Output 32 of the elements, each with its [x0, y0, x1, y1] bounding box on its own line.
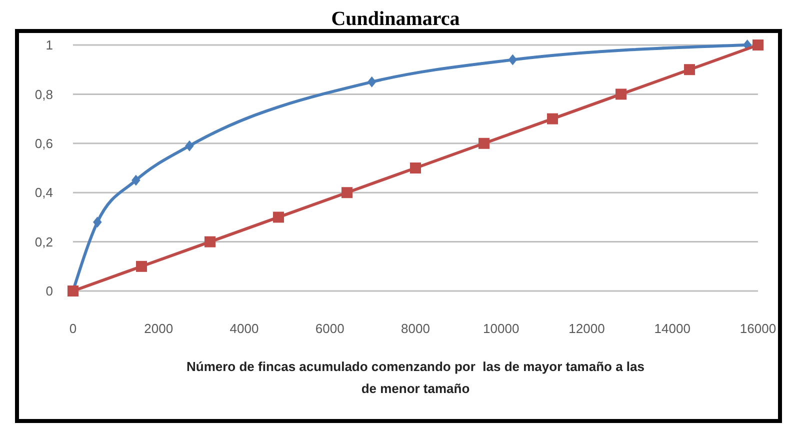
point — [185, 140, 194, 152]
y-tick-label: 0 — [46, 284, 53, 299]
point — [136, 260, 147, 272]
point — [508, 54, 518, 66]
y-tick-label: 0,6 — [34, 136, 53, 151]
point — [547, 113, 558, 124]
point — [132, 174, 140, 186]
x-tick-label: 8000 — [401, 321, 430, 336]
point — [616, 88, 626, 100]
x-tick-label: 2000 — [144, 321, 174, 336]
y-tick-label: 0,8 — [34, 86, 53, 102]
point — [410, 162, 421, 174]
y-tick-label: 1 — [46, 38, 53, 53]
x-tick-label: 4000 — [230, 321, 259, 336]
point — [204, 236, 216, 248]
x-tick-label: 16000 — [740, 321, 776, 336]
y-tick-label: 0,2 — [34, 234, 53, 250]
point — [684, 64, 695, 76]
point — [752, 40, 764, 50]
point — [478, 138, 490, 149]
point — [367, 76, 376, 88]
y-tick-label: 0,4 — [34, 185, 53, 200]
x-tick-label: 0 — [69, 321, 77, 336]
x-tick-label: 10000 — [483, 321, 520, 336]
x-tick-label: 14000 — [654, 321, 690, 336]
x-tick-label: 12000 — [568, 321, 605, 336]
chart-title: Cundinamarca — [331, 8, 460, 30]
x-axis-title: Número de fincas acumulado comenzando por las de mayor tamaño a las de menor tamaño — [186, 359, 645, 396]
x-tick-label: 6000 — [315, 321, 344, 336]
point — [342, 187, 352, 198]
point — [273, 212, 284, 223]
point — [93, 216, 102, 228]
